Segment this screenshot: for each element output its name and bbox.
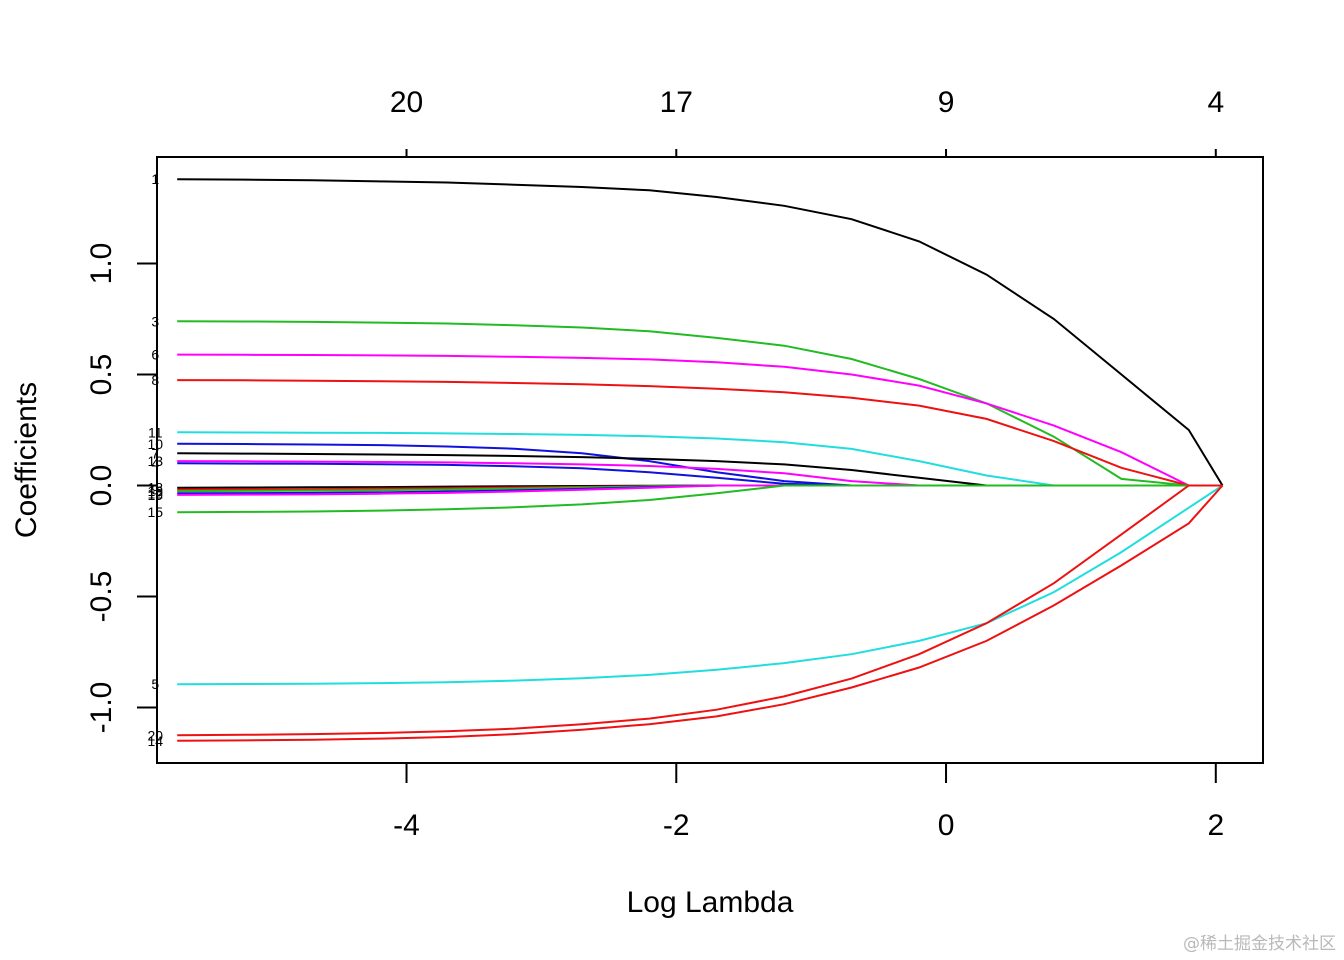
- series-line-14: [177, 484, 1224, 742]
- series-label-14: 14: [147, 733, 163, 749]
- series-label-15: 15: [147, 504, 163, 520]
- series-label-6: 6: [151, 347, 159, 363]
- top-tick-label: 4: [1207, 86, 1224, 119]
- top-tick-label: 9: [938, 86, 955, 119]
- series-label-10: 10: [147, 436, 163, 452]
- x-tick-label: -2: [663, 809, 690, 842]
- series-label-1: 1: [151, 171, 159, 187]
- series-line-11: [177, 431, 1223, 487]
- series-label-16: 16: [147, 483, 163, 499]
- axis-layer: -4 -2 0 220 17 9 4-1.0-0.50.00.51.0: [85, 86, 1224, 842]
- series-line-20: [177, 484, 1223, 737]
- y-tick-label: 1.0: [85, 243, 118, 285]
- series-line-15: [177, 484, 1223, 514]
- series-label-5: 5: [151, 676, 159, 692]
- y-tick-label: -1.0: [85, 682, 118, 734]
- series-line-5: [177, 484, 1224, 686]
- top-tick-label: 20: [390, 86, 423, 119]
- x-axis-title: Log Lambda: [627, 886, 794, 919]
- series-label-7: 7: [151, 445, 159, 461]
- top-tick-label: 17: [660, 86, 693, 119]
- series-label-18: 18: [147, 480, 163, 496]
- series-label-13: 13: [147, 453, 163, 469]
- y-tick-label: 0.5: [85, 354, 118, 396]
- y-tick-label: 0.0: [85, 465, 118, 507]
- y-tick-label: -0.5: [85, 571, 118, 623]
- series-line-6: [177, 353, 1223, 487]
- series-line-8: [177, 379, 1223, 487]
- x-tick-label: -4: [393, 809, 420, 842]
- series-label-8: 8: [151, 372, 159, 388]
- series-label-3: 3: [151, 313, 159, 329]
- series-label-12: 12: [147, 485, 163, 501]
- x-tick-label: 2: [1207, 809, 1224, 842]
- series-line-1: [177, 178, 1224, 487]
- series-label-4: 4: [151, 455, 159, 471]
- series-line-4: [177, 462, 1223, 487]
- series-label-19: 19: [147, 487, 163, 503]
- watermark: @稀土掘金技术社区: [1183, 934, 1336, 954]
- series-label-11: 11: [148, 424, 163, 440]
- series-label-9: 9: [151, 482, 159, 498]
- x-tick-label: 0: [938, 809, 955, 842]
- series-label-20: 20: [147, 727, 163, 743]
- series-layer: [177, 178, 1224, 742]
- y-axis-title: Coefficients: [10, 382, 43, 538]
